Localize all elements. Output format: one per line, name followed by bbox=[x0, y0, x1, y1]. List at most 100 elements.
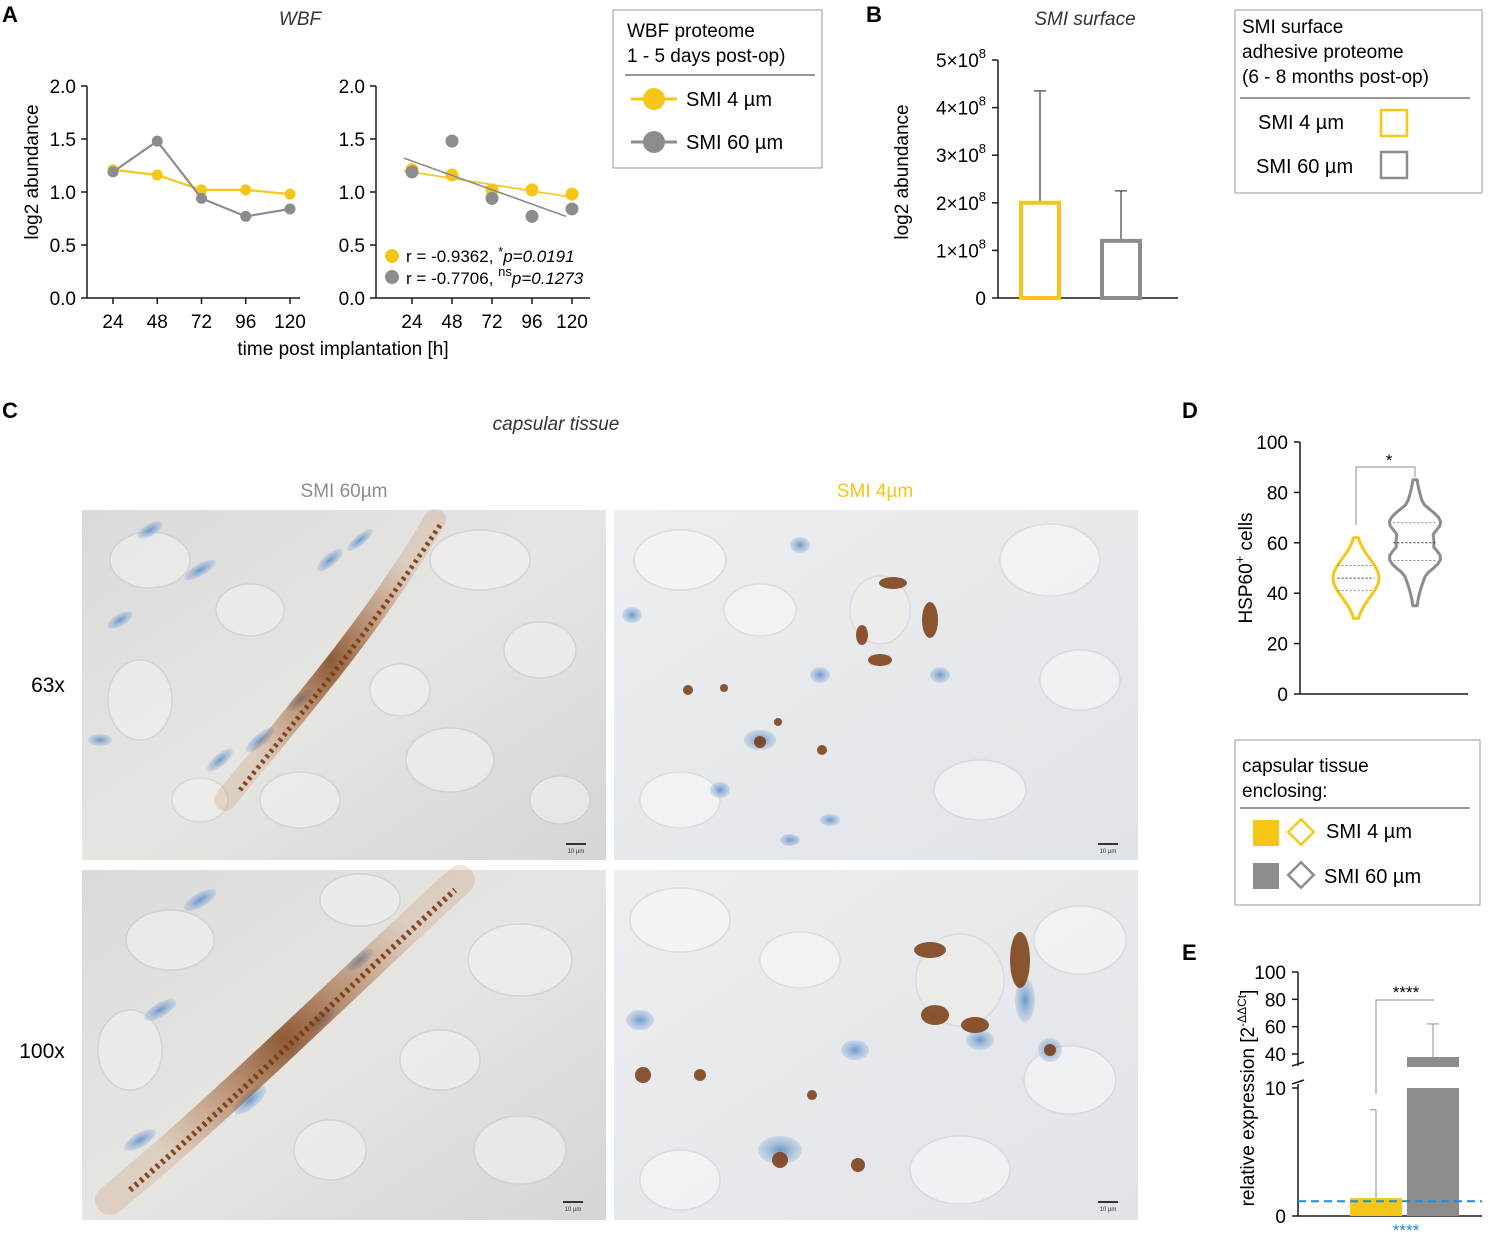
e-bar-4um bbox=[1350, 1198, 1402, 1216]
a-ytick-label: 0.5 bbox=[50, 236, 76, 257]
legend-b-box bbox=[1234, 9, 1483, 194]
a-left-line-60um bbox=[112, 139, 291, 218]
a-left-point-4um bbox=[151, 169, 163, 181]
a-left-series bbox=[107, 135, 296, 222]
b-ytick-label: 5×108 bbox=[936, 46, 986, 72]
a-left-point-4um bbox=[284, 188, 296, 200]
a-xtick-label: 48 bbox=[441, 312, 462, 333]
legend-d-square-yellow bbox=[1253, 820, 1279, 846]
e-ytick-label: 10 bbox=[1265, 1079, 1286, 1100]
a-xtick-label: 120 bbox=[556, 312, 588, 333]
a-xtick-label: 24 bbox=[102, 312, 124, 333]
legend-b-item-4um: SMI 4 µm bbox=[1258, 112, 1344, 134]
a-xtick-label: 24 bbox=[401, 312, 423, 333]
panel-d-ylabel-suffix: cells bbox=[1236, 512, 1257, 555]
e-sig-stars: **** bbox=[1393, 983, 1420, 1002]
a-right-point-4um bbox=[565, 187, 579, 201]
a-xtick-label: 96 bbox=[235, 312, 256, 333]
b-ytick-base: 5×10 bbox=[936, 51, 979, 72]
b-ytick-label: 2×108 bbox=[936, 189, 986, 215]
b-ytick-exp: 8 bbox=[979, 46, 986, 61]
b-ytick-label: 1×108 bbox=[936, 236, 986, 262]
b-ytick-exp: 8 bbox=[979, 189, 986, 204]
a-left-point-60um bbox=[240, 210, 252, 222]
legend-b-swatch-yellow bbox=[1379, 108, 1409, 138]
d-ytick-label: 60 bbox=[1267, 534, 1288, 555]
a-right-yticks: 0.0 0.5 1.0 1.5 2.0 bbox=[339, 77, 376, 310]
b-ytick-exp: 8 bbox=[979, 94, 986, 109]
panel-e-ylabel-sup: -ΔΔCt bbox=[1235, 994, 1249, 1027]
b-ytick-label: 4×108 bbox=[936, 94, 986, 120]
a-ytick-label: 1.0 bbox=[50, 183, 76, 204]
b-ytick-exp: 8 bbox=[979, 236, 986, 251]
d-ytick-label: 20 bbox=[1267, 635, 1288, 656]
a-right-fit-60um bbox=[403, 157, 567, 218]
d-ytick-label: 100 bbox=[1256, 433, 1288, 454]
micrograph-60um-100x: 10 µm bbox=[82, 865, 606, 1220]
stat-line-2: r = -0.7706, nsp=0.1273 bbox=[406, 264, 584, 288]
stat-1-sig: * bbox=[498, 244, 503, 259]
a-left-xticks: 24 48 72 96 120 bbox=[102, 298, 306, 333]
panel-label-c: C bbox=[2, 398, 18, 423]
a-ytick-label: 2.0 bbox=[339, 77, 365, 98]
a-xtick-label: 120 bbox=[274, 312, 306, 333]
legend-a-marker-yellow bbox=[643, 88, 665, 110]
a-right-series bbox=[403, 134, 579, 223]
panel-d-ylabel-main: HSP60 bbox=[1236, 563, 1257, 623]
e-ytick-label: 80 bbox=[1265, 990, 1286, 1011]
legend-d-square-gray bbox=[1253, 863, 1279, 889]
legend-b-header-3: (6 - 8 months post-op) bbox=[1242, 67, 1429, 88]
a-left-point-4um bbox=[240, 184, 252, 196]
a-right-point-60um bbox=[565, 202, 579, 216]
legend-b-header-1: SMI surface bbox=[1242, 17, 1343, 38]
panel-a-legend: WBF proteome 1 - 5 days post-op) SMI 4 µ… bbox=[612, 9, 823, 169]
a-xtick-label: 72 bbox=[481, 312, 502, 333]
a-ytick-label: 0.0 bbox=[339, 289, 365, 310]
e-bars bbox=[1350, 1023, 1459, 1216]
b-ytick-base: 4×10 bbox=[936, 99, 979, 120]
legend-a-item-60um: SMI 60 µm bbox=[686, 132, 783, 154]
legend-d-header-2: enclosing: bbox=[1242, 781, 1328, 802]
stat-1-r: r = -0.9362, bbox=[406, 247, 498, 266]
e-baseline-stars: **** bbox=[1393, 1221, 1420, 1240]
e-bar-60um-upper bbox=[1407, 1057, 1459, 1067]
micrograph-4um-63x: 10 µm bbox=[614, 510, 1138, 860]
panel-label-a: A bbox=[2, 2, 18, 27]
scale-bar-label-4: 10 µm bbox=[1100, 1207, 1117, 1213]
a-ytick-label: 2.0 bbox=[50, 77, 76, 98]
panel-a-ylabel: log2 abundance bbox=[22, 104, 43, 239]
b-ytick-base: 0 bbox=[975, 289, 986, 310]
b-bar-60um bbox=[1100, 238, 1142, 301]
a-xtick-label: 72 bbox=[191, 312, 212, 333]
b-ytick-label: 0 bbox=[975, 289, 986, 310]
a-right-point-4um bbox=[525, 183, 539, 197]
scale-bar-label-2: 10 µm bbox=[1100, 849, 1117, 855]
col-label-4um: SMI 4µm bbox=[837, 481, 913, 502]
e-ytick-label: 40 bbox=[1265, 1045, 1286, 1066]
a-right-axes bbox=[375, 86, 590, 299]
a-right-point-60um bbox=[525, 209, 539, 223]
a-ytick-label: 0.0 bbox=[50, 289, 76, 310]
panel-e-ylabel: relative expression [2-ΔΔCt] bbox=[1235, 990, 1259, 1207]
legend-a-marker-gray bbox=[643, 131, 665, 153]
a-right-xticks: 24 48 72 96 120 bbox=[401, 298, 588, 333]
legend-d-item-4um: SMI 4 µm bbox=[1326, 821, 1412, 843]
a-right-fit-4um bbox=[403, 170, 567, 198]
a-xtick-label: 96 bbox=[521, 312, 542, 333]
a-xtick-label: 48 bbox=[147, 312, 168, 333]
legend-b-swatch-gray bbox=[1379, 150, 1409, 180]
d-ytick-label: 80 bbox=[1267, 483, 1288, 504]
panel-c-title: capsular tissue bbox=[493, 414, 620, 435]
a-right-point-60um bbox=[405, 165, 419, 179]
panel-label-d: D bbox=[1182, 398, 1198, 423]
micrograph-4um-100x: 10 µm bbox=[614, 870, 1138, 1220]
panel-b-title: SMI surface bbox=[1034, 9, 1135, 30]
stat-1-p: p=0.0191 bbox=[502, 247, 574, 266]
d-sig-bracket bbox=[1355, 466, 1416, 525]
panel-e-ylabel-suffix: ] bbox=[1238, 990, 1259, 995]
stat-marker-yellow bbox=[385, 249, 399, 263]
panel-label-b: B bbox=[866, 2, 882, 27]
a-ytick-label: 1.5 bbox=[50, 130, 76, 151]
